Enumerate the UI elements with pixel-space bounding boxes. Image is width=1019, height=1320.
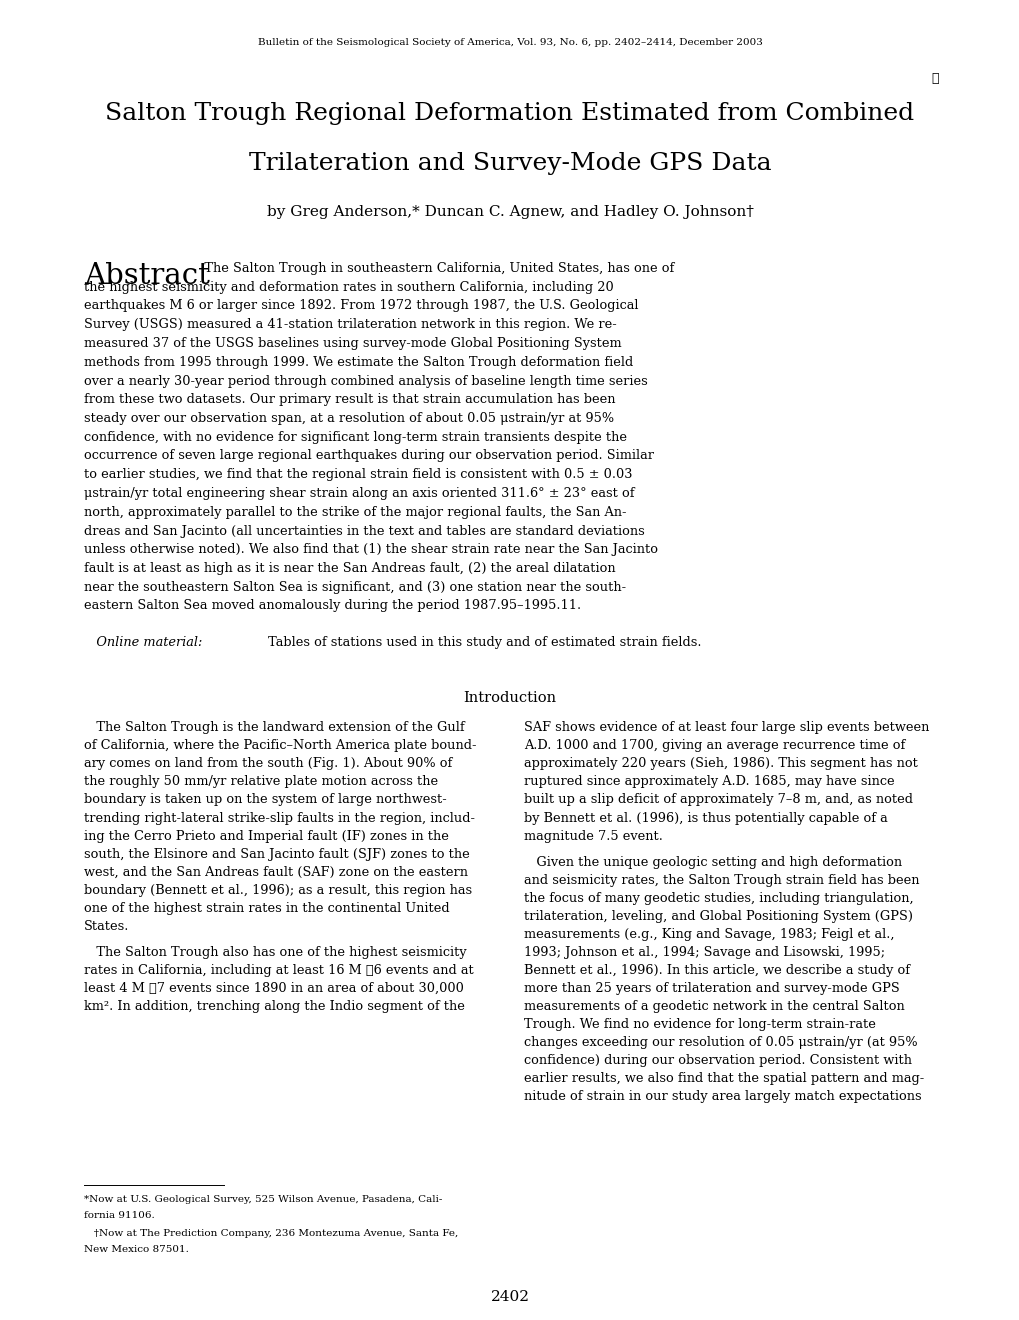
- Text: north, approximately parallel to the strike of the major regional faults, the Sa: north, approximately parallel to the str…: [84, 506, 626, 519]
- Text: trilateration, leveling, and Global Positioning System (GPS): trilateration, leveling, and Global Posi…: [524, 909, 912, 923]
- Text: km². In addition, trenching along the Indio segment of the: km². In addition, trenching along the In…: [84, 1001, 465, 1014]
- Text: from these two datasets. Our primary result is that strain accumulation has been: from these two datasets. Our primary res…: [84, 393, 614, 407]
- Text: μstrain/yr total engineering shear strain along an axis oriented 311.6° ± 23° ea: μstrain/yr total engineering shear strai…: [84, 487, 634, 500]
- Text: New Mexico 87501.: New Mexico 87501.: [84, 1245, 189, 1254]
- Text: Abstract: Abstract: [84, 261, 210, 290]
- Text: A.D. 1000 and 1700, giving an average recurrence time of: A.D. 1000 and 1700, giving an average re…: [524, 739, 905, 752]
- Text: to earlier studies, we find that the regional strain field is consistent with 0.: to earlier studies, we find that the reg…: [84, 469, 632, 482]
- Text: magnitude 7.5 event.: magnitude 7.5 event.: [524, 829, 662, 842]
- Text: occurrence of seven large regional earthquakes during our observation period. Si: occurrence of seven large regional earth…: [84, 450, 653, 462]
- Text: near the southeastern Salton Sea is significant, and (3) one station near the so: near the southeastern Salton Sea is sign…: [84, 581, 626, 594]
- Text: fornia 91106.: fornia 91106.: [84, 1210, 155, 1220]
- Text: ruptured since approximately A.D. 1685, may have since: ruptured since approximately A.D. 1685, …: [524, 775, 894, 788]
- Text: The Salton Trough also has one of the highest seismicity: The Salton Trough also has one of the hi…: [84, 946, 466, 960]
- Text: earthquakes M 6 or larger since 1892. From 1972 through 1987, the U.S. Geologica: earthquakes M 6 or larger since 1892. Fr…: [84, 300, 638, 313]
- Text: 1993; Johnson et al., 1994; Savage and Lisowski, 1995;: 1993; Johnson et al., 1994; Savage and L…: [524, 946, 884, 960]
- Text: The Salton Trough in southeastern California, United States, has one of: The Salton Trough in southeastern Califo…: [192, 261, 674, 275]
- Text: by Greg Anderson,* Duncan C. Agnew, and Hadley O. Johnson†: by Greg Anderson,* Duncan C. Agnew, and …: [266, 205, 753, 219]
- Text: Introduction: Introduction: [463, 692, 556, 705]
- Text: measurements (e.g., King and Savage, 1983; Feigl et al.,: measurements (e.g., King and Savage, 198…: [524, 928, 894, 941]
- Text: west, and the San Andreas fault (SAF) zone on the eastern: west, and the San Andreas fault (SAF) zo…: [84, 866, 468, 879]
- Text: Tables of stations used in this study and of estimated strain fields.: Tables of stations used in this study an…: [264, 636, 701, 649]
- Text: one of the highest strain rates in the continental United: one of the highest strain rates in the c…: [84, 902, 449, 915]
- Text: confidence, with no evidence for significant long-term strain transients despite: confidence, with no evidence for signifi…: [84, 430, 627, 444]
- Text: built up a slip deficit of approximately 7–8 m, and, as noted: built up a slip deficit of approximately…: [524, 793, 912, 807]
- Text: boundary (Bennett et al., 1996); as a result, this region has: boundary (Bennett et al., 1996); as a re…: [84, 884, 472, 896]
- Text: methods from 1995 through 1999. We estimate the Salton Trough deformation field: methods from 1995 through 1999. We estim…: [84, 356, 633, 368]
- Text: unless otherwise noted). We also find that (1) the shear strain rate near the Sa: unless otherwise noted). We also find th…: [84, 544, 657, 556]
- Text: Online material:: Online material:: [84, 636, 202, 649]
- Text: The Salton Trough is the landward extension of the Gulf: The Salton Trough is the landward extens…: [84, 721, 465, 734]
- Text: 2402: 2402: [490, 1290, 529, 1304]
- Text: the highest seismicity and deformation rates in southern California, including 2: the highest seismicity and deformation r…: [84, 281, 613, 294]
- Text: rates in California, including at least 16 M ≧6 events and at: rates in California, including at least …: [84, 964, 473, 977]
- Text: Salton Trough Regional Deformation Estimated from Combined: Salton Trough Regional Deformation Estim…: [105, 102, 914, 125]
- Text: over a nearly 30-year period through combined analysis of baseline length time s: over a nearly 30-year period through com…: [84, 375, 647, 388]
- Text: *Now at U.S. Geological Survey, 525 Wilson Avenue, Pasadena, Cali-: *Now at U.S. Geological Survey, 525 Wils…: [84, 1195, 442, 1204]
- Text: Bulletin of the Seismological Society of America, Vol. 93, No. 6, pp. 2402–2414,: Bulletin of the Seismological Society of…: [258, 38, 761, 48]
- Text: measurements of a geodetic network in the central Salton: measurements of a geodetic network in th…: [524, 1001, 904, 1014]
- Text: eastern Salton Sea moved anomalously during the period 1987.95–1995.11.: eastern Salton Sea moved anomalously dur…: [84, 599, 581, 612]
- Text: the focus of many geodetic studies, including triangulation,: the focus of many geodetic studies, incl…: [524, 892, 913, 906]
- Text: nitude of strain in our study area largely match expectations: nitude of strain in our study area large…: [524, 1090, 921, 1104]
- Text: by Bennett et al. (1996), is thus potentially capable of a: by Bennett et al. (1996), is thus potent…: [524, 812, 887, 825]
- Text: SAF shows evidence of at least four large slip events between: SAF shows evidence of at least four larg…: [524, 721, 928, 734]
- Text: more than 25 years of trilateration and survey-mode GPS: more than 25 years of trilateration and …: [524, 982, 899, 995]
- Text: Bennett et al., 1996). In this article, we describe a study of: Bennett et al., 1996). In this article, …: [524, 964, 909, 977]
- Text: Survey (USGS) measured a 41-station trilateration network in this region. We re-: Survey (USGS) measured a 41-station tril…: [84, 318, 616, 331]
- Text: Given the unique geologic setting and high deformation: Given the unique geologic setting and hi…: [524, 855, 901, 869]
- Text: changes exceeding our resolution of 0.05 μstrain/yr (at 95%: changes exceeding our resolution of 0.05…: [524, 1036, 917, 1049]
- Text: Ⓔ: Ⓔ: [930, 73, 937, 84]
- Text: earlier results, we also find that the spatial pattern and mag-: earlier results, we also find that the s…: [524, 1072, 923, 1085]
- Text: measured 37 of the USGS baselines using survey-mode Global Positioning System: measured 37 of the USGS baselines using …: [84, 337, 621, 350]
- Text: least 4 M ≧7 events since 1890 in an area of about 30,000: least 4 M ≧7 events since 1890 in an are…: [84, 982, 464, 995]
- Text: States.: States.: [84, 920, 129, 933]
- Text: ing the Cerro Prieto and Imperial fault (IF) zones in the: ing the Cerro Prieto and Imperial fault …: [84, 829, 448, 842]
- Text: approximately 220 years (Sieh, 1986). This segment has not: approximately 220 years (Sieh, 1986). Th…: [524, 758, 917, 771]
- Text: boundary is taken up on the system of large northwest-: boundary is taken up on the system of la…: [84, 793, 446, 807]
- Text: ary comes on land from the south (Fig. 1). About 90% of: ary comes on land from the south (Fig. 1…: [84, 758, 451, 771]
- Text: †Now at The Prediction Company, 236 Montezuma Avenue, Santa Fe,: †Now at The Prediction Company, 236 Mont…: [84, 1229, 458, 1238]
- Text: confidence) during our observation period. Consistent with: confidence) during our observation perio…: [524, 1055, 911, 1068]
- Text: and seismicity rates, the Salton Trough strain field has been: and seismicity rates, the Salton Trough …: [524, 874, 918, 887]
- Text: steady over our observation span, at a resolution of about 0.05 μstrain/yr at 95: steady over our observation span, at a r…: [84, 412, 613, 425]
- Text: Trough. We find no evidence for long-term strain-rate: Trough. We find no evidence for long-ter…: [524, 1018, 875, 1031]
- Text: of California, where the Pacific–North America plate bound-: of California, where the Pacific–North A…: [84, 739, 476, 752]
- Text: trending right-lateral strike-slip faults in the region, includ-: trending right-lateral strike-slip fault…: [84, 812, 475, 825]
- Text: dreas and San Jacinto (all uncertainties in the text and tables are standard dev: dreas and San Jacinto (all uncertainties…: [84, 524, 644, 537]
- Text: fault is at least as high as it is near the San Andreas fault, (2) the areal dil: fault is at least as high as it is near …: [84, 562, 615, 576]
- Text: the roughly 50 mm/yr relative plate motion across the: the roughly 50 mm/yr relative plate moti…: [84, 775, 438, 788]
- Text: south, the Elsinore and San Jacinto fault (SJF) zones to the: south, the Elsinore and San Jacinto faul…: [84, 847, 470, 861]
- Text: Trilateration and Survey-Mode GPS Data: Trilateration and Survey-Mode GPS Data: [249, 152, 770, 176]
